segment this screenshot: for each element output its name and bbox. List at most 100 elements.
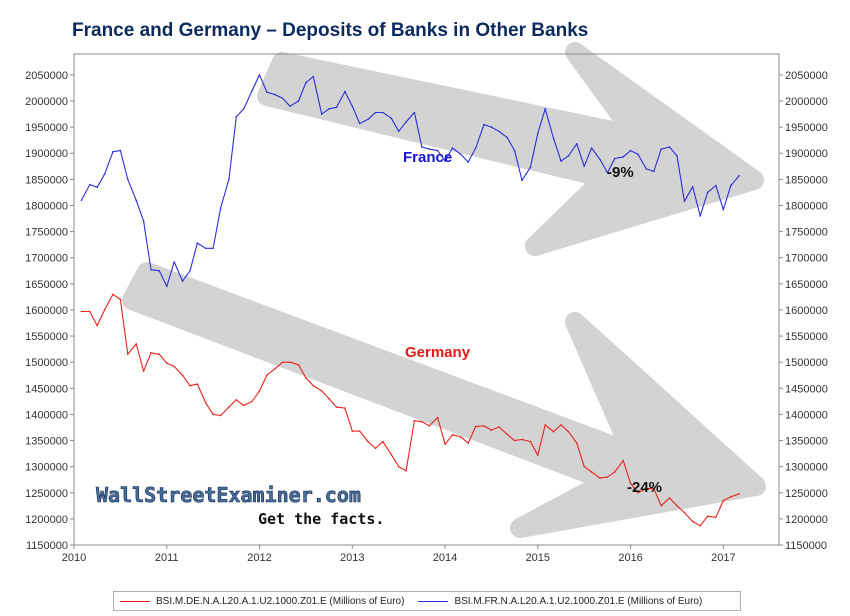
data-point-germany: [521, 438, 523, 441]
data-point-germany: [498, 426, 500, 428]
data-point-france: [96, 186, 98, 188]
data-point-france: [722, 208, 725, 211]
data-point-france: [683, 200, 686, 203]
data-point-france: [405, 121, 407, 123]
data-point-france: [645, 168, 648, 170]
data-point-france: [358, 122, 361, 125]
x-tick-label: 2013: [340, 552, 364, 564]
axes: 1150000 1150000 1200000 1200000 1250000 12500…: [25, 53, 828, 564]
data-point-france: [444, 160, 446, 162]
data-point-france: [150, 268, 152, 271]
france-label: France: [403, 149, 452, 166]
data-point-france: [351, 105, 354, 107]
data-point-france: [89, 183, 91, 186]
y-tick-label-left: 1850000: [25, 174, 68, 186]
data-point-germany: [691, 520, 694, 523]
data-point-france: [328, 108, 330, 110]
legend-swatch-germany: [120, 600, 150, 602]
data-point-germany: [405, 470, 407, 472]
data-point-germany: [158, 353, 161, 356]
data-point-germany: [320, 390, 323, 392]
data-point-france: [699, 215, 701, 217]
data-point-france: [460, 153, 462, 156]
data-point-germany: [421, 420, 423, 423]
data-point-france: [738, 174, 740, 177]
data-point-france: [297, 100, 300, 102]
data-point-france: [135, 199, 137, 202]
data-point-france: [266, 91, 268, 93]
legend-swatch-france: [418, 600, 449, 602]
data-point-germany: [583, 465, 585, 468]
data-point-germany: [382, 440, 384, 443]
data-point-germany: [576, 442, 578, 444]
data-point-germany: [590, 471, 593, 473]
data-point-france: [243, 108, 245, 110]
y-tick-label-right: 1600000: [785, 305, 828, 317]
data-point-france: [374, 111, 377, 114]
data-point-germany: [683, 511, 686, 514]
data-point-france: [382, 111, 384, 114]
data-point-france: [173, 261, 175, 263]
data-point-france: [428, 148, 431, 150]
data-point-germany: [606, 476, 609, 478]
data-point-germany: [490, 429, 493, 431]
data-point-germany: [413, 419, 416, 422]
y-tick-label-right: 1400000: [785, 409, 828, 421]
data-point-france: [127, 178, 129, 181]
data-point-france: [119, 149, 122, 152]
data-point-germany: [722, 499, 725, 502]
data-point-germany: [537, 454, 539, 457]
data-point-france: [397, 130, 400, 133]
y-tick-label-right: 1150000: [785, 540, 827, 552]
data-point-germany: [474, 425, 477, 428]
data-point-germany: [738, 493, 740, 495]
y-tick-label-right: 1250000: [785, 488, 828, 500]
plot-frame: [73, 53, 780, 546]
data-point-germany: [699, 524, 701, 527]
data-point-germany: [103, 309, 106, 311]
y-tick-label-left: 1800000: [25, 200, 68, 212]
data-point-france: [467, 161, 470, 163]
x-tick-label: 2015: [526, 552, 550, 564]
data-point-france: [335, 106, 338, 109]
data-point-france: [676, 155, 678, 157]
data-point-france: [552, 137, 555, 140]
data-point-germany: [251, 400, 253, 403]
data-point-germany: [235, 399, 238, 401]
y-tick-label-left: 1600000: [25, 305, 68, 317]
y-tick-label-right: 1900000: [785, 148, 828, 160]
y-tick-label-left: 1450000: [25, 383, 68, 395]
y-tick-label-right: 1650000: [785, 279, 828, 291]
data-point-france: [490, 126, 493, 128]
y-tick-label-right: 1700000: [785, 253, 828, 265]
data-point-germany: [715, 516, 717, 519]
data-point-germany: [637, 492, 639, 494]
data-point-germany: [513, 439, 516, 442]
data-point-germany: [351, 430, 354, 432]
data-point-germany: [312, 384, 315, 387]
germany-label: Germany: [405, 344, 471, 361]
data-point-france: [305, 81, 307, 84]
data-point-germany: [629, 482, 632, 485]
data-point-germany: [483, 425, 485, 427]
data-point-france: [112, 150, 114, 153]
watermark-tagline-text: Get the facts.: [258, 510, 384, 528]
data-point-germany: [89, 310, 91, 313]
data-point-france: [219, 207, 222, 209]
data-point-germany: [451, 434, 454, 436]
data-point-france: [158, 270, 161, 272]
data-point-germany: [506, 433, 509, 436]
data-point-france: [212, 247, 214, 250]
data-point-france: [421, 146, 423, 148]
data-point-france: [653, 170, 655, 173]
data-point-france: [583, 165, 585, 168]
y-tick-label-right: 1800000: [785, 200, 828, 212]
y-tick-label-left: 1550000: [25, 331, 68, 343]
data-point-germany: [274, 367, 277, 370]
legend-item-france: BSI.M.FR.N.A.L20.A.1.U2.1000.Z01.E (Mill…: [418, 596, 702, 607]
data-point-france: [413, 111, 416, 114]
data-point-germany: [228, 406, 230, 408]
data-point-germany: [436, 416, 439, 419]
data-point-france: [629, 149, 632, 152]
